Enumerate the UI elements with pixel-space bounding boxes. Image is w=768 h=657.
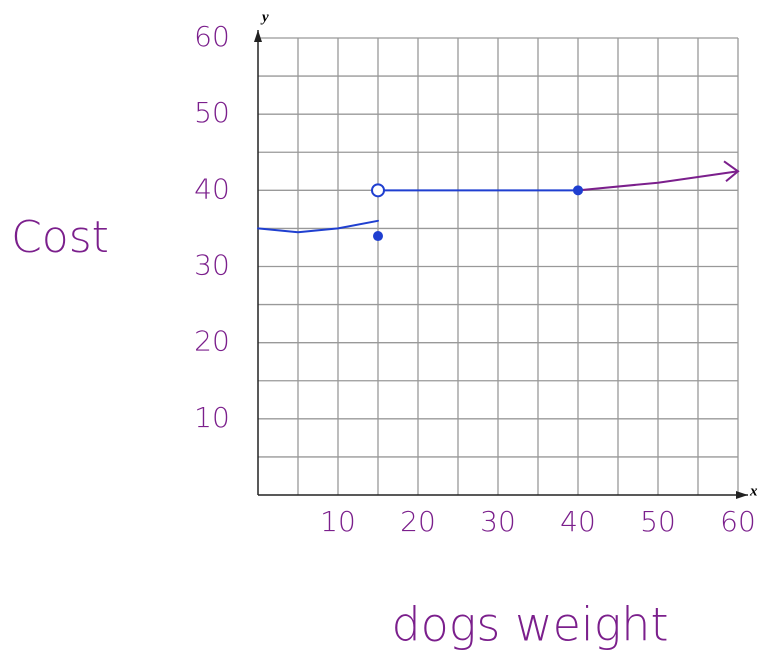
x-tick-label: 10 (320, 505, 356, 538)
line (577, 170, 739, 192)
y-tick-label: 20 (194, 325, 230, 358)
arrow-head (723, 160, 740, 183)
closed-dot (573, 185, 583, 196)
x-tick-label: 20 (400, 505, 436, 538)
x-axis-label: dogs weight (391, 598, 668, 652)
closed-dot (373, 231, 383, 242)
y-tick-label: 50 (194, 96, 230, 129)
y-tick-label: 40 (194, 172, 230, 205)
x-tick-label: 40 (560, 505, 596, 538)
x-tick-label: 30 (480, 505, 516, 538)
x-tick-label: 60 (720, 505, 756, 538)
x-symbol: x (749, 483, 758, 499)
x-tick-label: 50 (640, 505, 676, 538)
line (257, 219, 379, 234)
y-axis-arrow (254, 30, 262, 42)
y-tick-label: 60 (194, 20, 230, 53)
x-axis-arrow (736, 491, 748, 499)
y-symbol: y (260, 9, 269, 25)
y-tick-label: 30 (194, 249, 230, 282)
y-tick-label: 10 (194, 401, 230, 434)
open-dot (371, 183, 385, 198)
y-axis-label: Cost (11, 212, 109, 263)
